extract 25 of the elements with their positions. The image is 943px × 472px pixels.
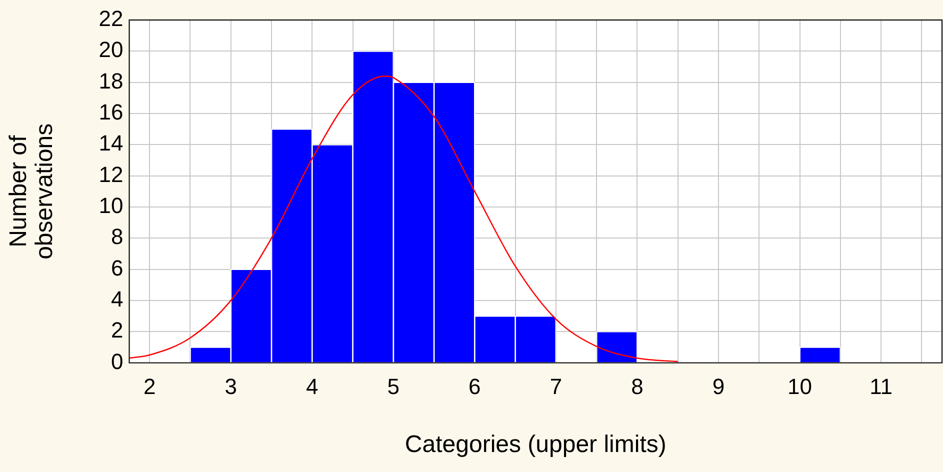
x-tick-label: 10 bbox=[788, 374, 812, 400]
x-tick-label: 3 bbox=[224, 374, 237, 400]
x-axis-title: Categories (upper limits) bbox=[404, 431, 666, 458]
x-tick-label: 6 bbox=[468, 374, 481, 400]
x-tick-label: 7 bbox=[550, 374, 562, 400]
y-tick-label: 4 bbox=[111, 286, 124, 312]
y-tick-label: 18 bbox=[98, 68, 124, 94]
y-tick-label: 22 bbox=[98, 6, 124, 32]
y-tick-label: 8 bbox=[111, 224, 124, 250]
x-tick-label: 9 bbox=[712, 374, 725, 400]
y-tick-label: 2 bbox=[111, 318, 124, 343]
y-tick-label: 16 bbox=[98, 100, 124, 125]
x-tick-label: 11 bbox=[870, 374, 892, 400]
y-tick-label: 14 bbox=[98, 130, 124, 156]
x-tick-label: 2 bbox=[143, 374, 156, 400]
y-tick-label: 20 bbox=[98, 37, 124, 62]
x-tick-label: 5 bbox=[387, 374, 400, 400]
line-series bbox=[129, 75, 679, 362]
y-tick-label: 0 bbox=[111, 348, 124, 374]
y-tick-label: 12 bbox=[98, 162, 124, 187]
y-axis-title: Number of observations bbox=[4, 123, 58, 260]
y-tick-label: 10 bbox=[98, 193, 124, 218]
x-tick-label: 4 bbox=[306, 374, 318, 400]
x-tick-label: 8 bbox=[631, 374, 644, 400]
y-tick-label: 6 bbox=[111, 255, 124, 280]
